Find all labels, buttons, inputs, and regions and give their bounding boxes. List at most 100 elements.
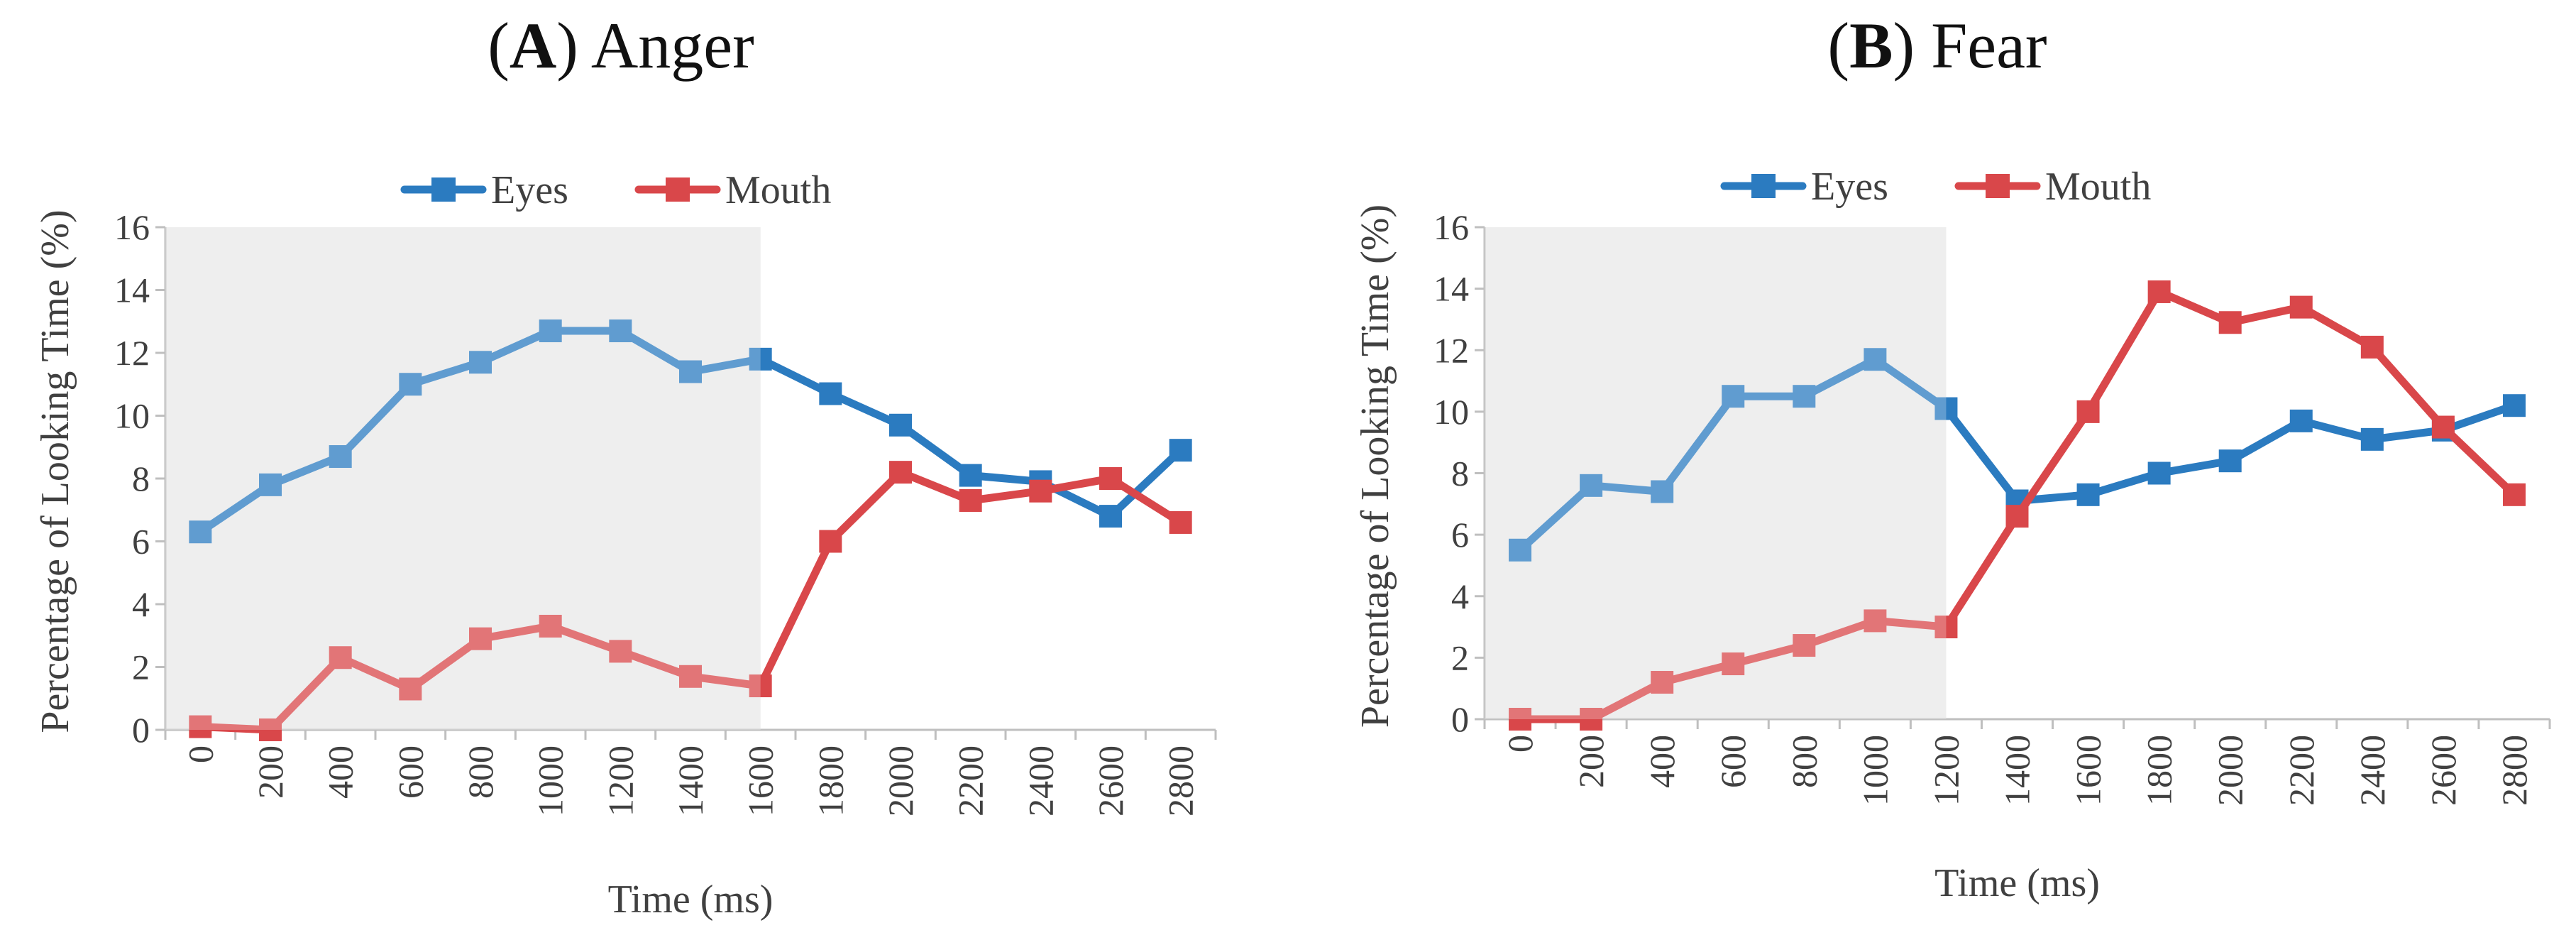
data-point-mouth (1793, 634, 1816, 657)
legend-label-eyes: Eyes (1811, 165, 1888, 209)
data-point-eyes (959, 464, 982, 487)
data-point-eyes (889, 413, 912, 437)
data-point-eyes (1099, 505, 1122, 528)
data-point-eyes (609, 319, 632, 343)
data-point-mouth (679, 665, 702, 688)
data-point-mouth (399, 677, 422, 701)
y-tick-label: 6 (132, 522, 150, 562)
data-point-eyes (1580, 474, 1603, 497)
y-tick-label: 14 (1433, 269, 1469, 309)
data-point-mouth (1651, 671, 1674, 694)
data-point-mouth (1580, 708, 1603, 731)
data-point-eyes (2502, 394, 2526, 417)
chart-title: (B) Fear (1827, 9, 2047, 82)
x-tick-label: 800 (1784, 735, 1824, 788)
panel-letter: B (1849, 9, 1893, 82)
y-tick-label: 0 (132, 710, 150, 750)
data-point-mouth (259, 718, 282, 741)
data-point-eyes (539, 319, 562, 343)
data-point-mouth (1509, 708, 1532, 731)
data-point-eyes (1169, 439, 1192, 462)
x-tick-label: 2200 (951, 745, 991, 816)
shaded-overlay (1485, 213, 1947, 719)
legend-label-eyes: Eyes (491, 168, 568, 212)
x-tick-label: 800 (461, 745, 500, 799)
data-point-mouth (2360, 335, 2384, 359)
data-point-mouth (1864, 609, 1887, 633)
legend-marker-eyes (1751, 174, 1776, 198)
y-tick-label: 8 (132, 459, 150, 498)
title-paren-open: ( (1827, 9, 1849, 82)
x-tick-label: 600 (390, 745, 430, 799)
data-point-eyes (1722, 385, 1745, 408)
x-tick-label: 2800 (1161, 745, 1201, 816)
y-tick-label: 8 (1451, 454, 1469, 493)
x-tick-label: 0 (180, 745, 220, 763)
data-point-eyes (2076, 483, 2100, 506)
data-point-mouth (2076, 400, 2100, 423)
data-point-mouth (959, 488, 982, 512)
chart-panel-a: (A) Anger 0 2 4 6 8 10 12 14 16 0 200 400 600 800 1000 1… (33, 9, 1217, 922)
data-point-eyes (1864, 348, 1887, 371)
data-point-eyes (749, 347, 772, 371)
data-point-mouth (609, 640, 632, 663)
x-tick-label: 2400 (1020, 745, 1060, 816)
x-tick-label: 1200 (1926, 735, 1966, 806)
x-axis-title: Time (ms) (1934, 861, 2100, 905)
data-point-mouth (1099, 467, 1122, 490)
shaded-region (1485, 227, 1947, 719)
x-tick-label: 1000 (1855, 735, 1895, 806)
data-point-mouth (1722, 652, 1745, 676)
title-paren-close: ) (1893, 9, 1931, 82)
data-point-mouth (749, 674, 772, 698)
data-point-eyes (259, 473, 282, 496)
data-point-mouth (329, 646, 352, 670)
y-axis-title: Percentage of Looking Time (%) (1353, 204, 1397, 728)
data-point-eyes (329, 445, 352, 469)
data-point-eyes (1651, 480, 1674, 503)
data-point-eyes (399, 373, 422, 396)
data-point-mouth (1934, 616, 1958, 639)
x-tick-label: 400 (321, 745, 360, 799)
x-tick-label: 600 (1713, 735, 1753, 788)
y-tick-label: 4 (1451, 576, 1469, 616)
data-point-eyes (1934, 397, 1958, 420)
y-tick-label: 0 (1451, 699, 1469, 739)
data-point-mouth (2005, 505, 2029, 528)
chart-panel-b: (B) Fear 0 2 4 6 8 10 12 14 16 0 200 400 600 800 1000 12… (1353, 9, 2551, 905)
data-point-eyes (1793, 385, 1816, 408)
y-tick-label: 16 (114, 207, 150, 247)
chart-title: (A) Anger (488, 9, 754, 82)
legend-label-mouth: Mouth (725, 168, 831, 212)
y-tick-label: 10 (1433, 392, 1469, 432)
data-point-mouth (469, 627, 492, 650)
data-point-eyes (679, 360, 702, 383)
y-tick-label: 12 (1433, 330, 1469, 370)
x-tick-label: 2200 (2281, 735, 2321, 806)
x-tick-label: 400 (1642, 735, 1682, 788)
x-tick-label: 0 (1500, 735, 1540, 753)
data-point-mouth (1029, 479, 1052, 503)
title-paren-close: ) (556, 9, 591, 82)
title-label: Fear (1931, 9, 2047, 82)
data-point-mouth (889, 461, 912, 484)
data-point-mouth (2218, 311, 2242, 334)
data-point-mouth (189, 715, 212, 738)
data-point-mouth (2502, 483, 2526, 506)
title-paren-open: ( (488, 9, 510, 82)
legend-marker-eyes (431, 177, 456, 202)
y-tick-label: 6 (1451, 515, 1469, 554)
y-tick-label: 10 (114, 396, 150, 436)
x-tick-label: 200 (251, 745, 290, 799)
x-tick-label: 2600 (2423, 735, 2463, 806)
data-point-mouth (819, 530, 842, 553)
data-point-mouth (2289, 295, 2313, 319)
x-tick-label: 1600 (2069, 735, 2108, 806)
data-point-eyes (2360, 427, 2384, 451)
legend-label-mouth: Mouth (2045, 165, 2151, 209)
x-axis-title: Time (ms) (608, 878, 774, 922)
y-tick-label: 12 (114, 333, 150, 373)
data-point-eyes (819, 382, 842, 405)
data-point-eyes (2147, 461, 2171, 485)
